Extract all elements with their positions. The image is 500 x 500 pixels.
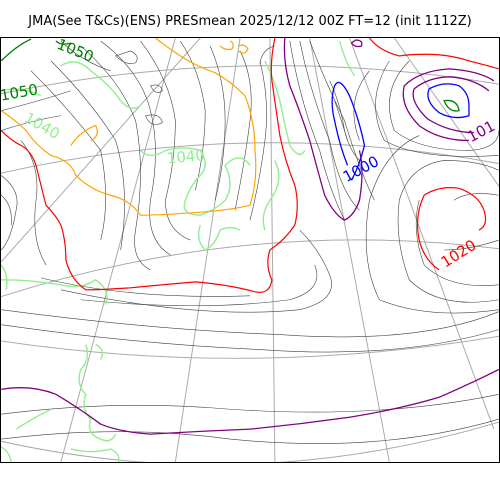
meridian-line bbox=[393, 38, 499, 188]
isobar-1040-line bbox=[338, 40, 356, 77]
isobar bbox=[1, 418, 499, 444]
isobar-1050-line bbox=[55, 40, 72, 45]
isobar bbox=[453, 193, 499, 201]
contour-label-1040-center: 1040 bbox=[166, 146, 205, 167]
isobar-1030-line bbox=[237, 44, 249, 54]
isobar-1020-line bbox=[1, 38, 298, 293]
isobar-1020 bbox=[1, 38, 499, 293]
isobar-1050-line bbox=[443, 99, 460, 112]
isobar bbox=[180, 40, 206, 191]
isobar-1010-line bbox=[1, 368, 499, 435]
isobar-1040-line bbox=[140, 147, 251, 216]
isobar-1040-line bbox=[15, 408, 52, 430]
latitude-line bbox=[1, 142, 499, 174]
isobar bbox=[1, 90, 71, 111]
isobar bbox=[249, 60, 267, 221]
isobar bbox=[353, 70, 370, 141]
graticule bbox=[1, 38, 499, 462]
contour-labels: 1050 1050 1040 1040 1000 1020 101 bbox=[1, 38, 498, 271]
isobar-1040-line bbox=[60, 61, 141, 109]
isobar-1040-line bbox=[1, 446, 12, 462]
isobar-1040-line bbox=[264, 60, 306, 156]
contour-label-1020: 1020 bbox=[438, 236, 480, 271]
isobar-1010-line bbox=[412, 76, 490, 134]
meridian-line bbox=[269, 38, 276, 462]
isobar-1030-line bbox=[219, 40, 234, 51]
isobar-1020-line bbox=[368, 38, 499, 70]
isobar bbox=[20, 140, 47, 266]
contour-label-1050-left: 1050 bbox=[1, 80, 39, 104]
isobar bbox=[50, 60, 125, 251]
isobar-1040-line bbox=[95, 343, 104, 360]
isobar bbox=[1, 115, 61, 131]
isobar bbox=[334, 100, 348, 141]
isobar-1000-line bbox=[427, 83, 470, 119]
isobar bbox=[397, 160, 499, 303]
isobar-1030 bbox=[1, 38, 257, 216]
isobar-1040-line bbox=[70, 448, 120, 462]
isobar bbox=[1, 175, 18, 251]
contour-label-1040-left: 1040 bbox=[21, 108, 63, 143]
isobar bbox=[389, 60, 499, 151]
isobar bbox=[40, 277, 251, 297]
isobar-1040-line bbox=[1, 264, 8, 290]
isobar-1030-line bbox=[70, 124, 98, 146]
meridian-line bbox=[349, 38, 495, 430]
isobar-1010 bbox=[1, 38, 499, 435]
meridian-line bbox=[174, 38, 241, 462]
isobar-1020-line bbox=[416, 187, 487, 271]
isobar-1040-line bbox=[1, 279, 108, 305]
isobar-1050-line bbox=[1, 38, 32, 62]
isobar bbox=[30, 70, 106, 241]
isobar bbox=[234, 50, 252, 211]
isobar bbox=[80, 264, 318, 307]
isobar bbox=[289, 40, 345, 221]
isobar bbox=[375, 60, 499, 157]
map-title: JMA(See T&Cs)(ENS) PRESmean 2025/12/12 0… bbox=[28, 14, 472, 29]
pressure-map: 1050 1050 1040 1040 1000 1020 101 bbox=[0, 37, 500, 463]
isobar-1030-line bbox=[1, 38, 257, 216]
isobar-1000-line bbox=[331, 81, 366, 181]
contour-label-1010: 101 bbox=[464, 117, 498, 146]
latitude-line bbox=[1, 335, 499, 359]
isobar bbox=[150, 84, 163, 93]
isobar bbox=[444, 239, 499, 251]
meridian-line bbox=[60, 38, 176, 462]
isobar bbox=[309, 40, 375, 201]
isobar bbox=[209, 45, 226, 201]
isobar bbox=[1, 195, 12, 226]
isobar bbox=[299, 40, 360, 211]
latitude-line bbox=[1, 65, 499, 95]
isobar bbox=[1, 324, 499, 353]
thin-isobars bbox=[1, 40, 499, 444]
isobar-1000 bbox=[331, 81, 470, 181]
isobar-1040-line bbox=[197, 224, 241, 251]
meridian-line bbox=[309, 38, 390, 462]
isobar-1010-line bbox=[402, 68, 495, 142]
isobar bbox=[1, 309, 499, 338]
isobar-1050 bbox=[1, 38, 460, 112]
isobar bbox=[60, 229, 332, 313]
isobar bbox=[415, 200, 499, 286]
isobar bbox=[80, 45, 151, 271]
isobar bbox=[100, 40, 171, 256]
isobar-1040-line bbox=[262, 160, 280, 231]
isobar-1040 bbox=[1, 40, 356, 462]
isobar bbox=[140, 40, 191, 241]
isobar bbox=[365, 135, 499, 314]
latitude-line bbox=[1, 239, 499, 298]
isobar bbox=[1, 394, 499, 415]
isobar-1010-line bbox=[350, 39, 363, 48]
isobar bbox=[115, 50, 138, 64]
isobar-1010-line bbox=[283, 38, 363, 221]
isobar-1040-line bbox=[78, 344, 117, 442]
isobar bbox=[145, 114, 163, 125]
isobar-1040-line bbox=[1, 88, 42, 97]
